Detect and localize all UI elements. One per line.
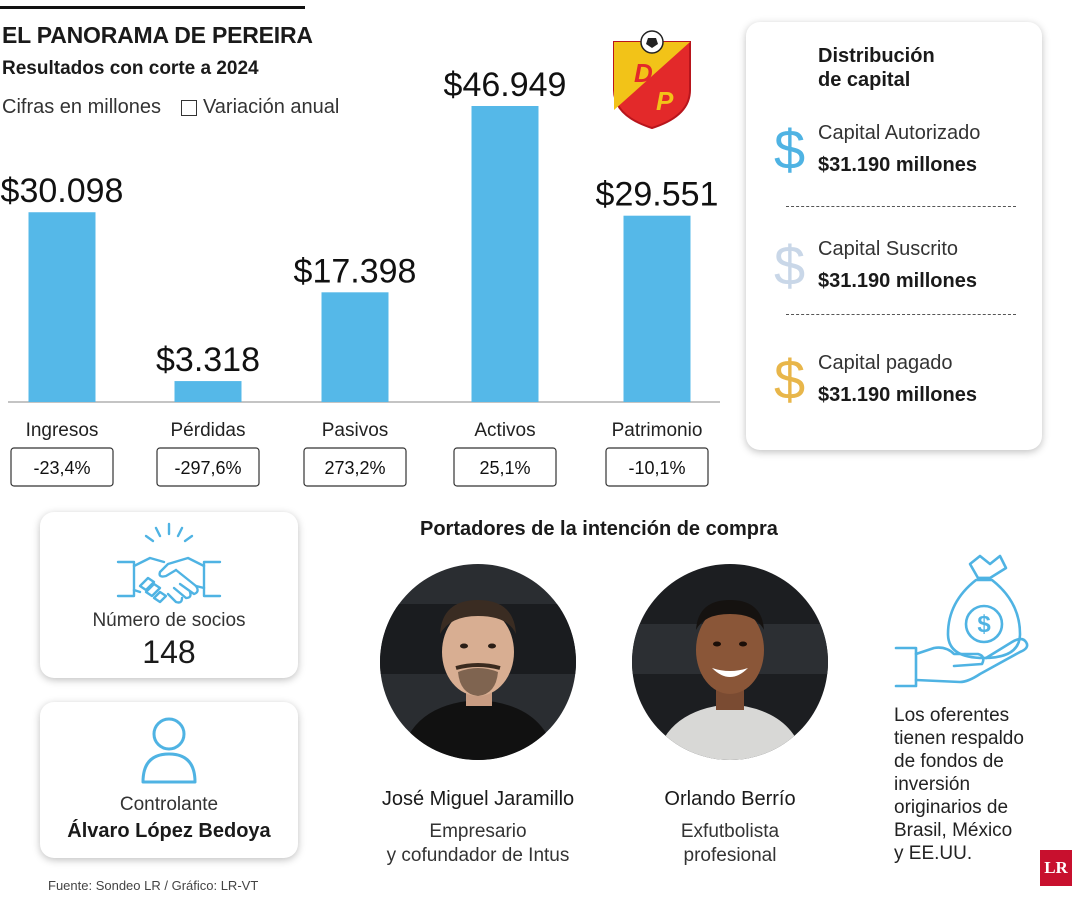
money-bag-hand-icon: $	[894, 554, 1029, 688]
dollar-glyph: $	[977, 611, 991, 638]
buyers-title: Portadores de la intención de compra	[420, 518, 778, 540]
handshake-icon	[116, 522, 222, 604]
category-label: Ingresos	[26, 420, 99, 441]
bar-value-label: $3.318	[156, 341, 260, 379]
person-name: Orlando Berrío	[664, 788, 796, 810]
controlante-label: Controlante	[119, 794, 219, 815]
bar-1	[174, 381, 242, 402]
club-logo-letter-d: D	[634, 58, 653, 88]
capital-title-line1: Distribución	[818, 45, 935, 67]
bar-3	[471, 106, 539, 402]
variation-box	[156, 447, 260, 487]
capital-item-amount: $31.190 millones	[818, 384, 977, 406]
socios-label: Número de socios	[92, 610, 246, 631]
top-rule	[0, 6, 305, 9]
person-role-line1: Empresario	[429, 821, 527, 842]
source-credit: Fuente: Sondeo LR / Gráfico: LR-VT	[48, 878, 259, 893]
variation-box	[605, 447, 709, 487]
capital-item-pagado: $ Capital pagado $31.190 millones	[770, 350, 1030, 430]
funds-line: y EE.UU.	[894, 843, 973, 864]
bar-value-label: $46.949	[444, 66, 567, 104]
funds-text: Los oferentes tienen respaldo de fondos …	[894, 704, 1054, 865]
person-role-line2: profesional	[683, 845, 777, 866]
club-logo: D P	[613, 30, 691, 130]
capital-title: Distribución de capital	[818, 44, 1018, 92]
funds-line: inversión	[894, 774, 971, 795]
capital-item-name: Capital Suscrito	[818, 238, 959, 260]
capital-item-suscrito: $ Capital Suscrito $31.190 millones	[770, 236, 1030, 316]
bar-0	[28, 212, 96, 402]
bar-value-label: $17.398	[294, 252, 417, 290]
page-subtitle: Resultados con corte a 2024	[2, 58, 259, 79]
variation-label: -10,1%	[628, 458, 685, 478]
variation-box	[453, 447, 557, 487]
capital-card: Distribución de capital $ Capital Autori…	[746, 22, 1042, 450]
person-icon	[141, 717, 197, 784]
divider	[786, 206, 1016, 207]
page-title: EL PANORAMA DE PEREIRA	[2, 22, 313, 48]
funds-line: Brasil, México	[894, 820, 1013, 841]
capital-item-name: Capital Autorizado	[818, 122, 981, 144]
variation-label: -23,4%	[33, 458, 90, 478]
capital-item-amount: $31.190 millones	[818, 154, 977, 176]
capital-item-amount: $31.190 millones	[818, 270, 977, 292]
funds-line: tienen respaldo	[894, 728, 1024, 749]
category-label: Activos	[474, 420, 535, 441]
variation-label: -297,6%	[174, 458, 241, 478]
socios-value: 148	[142, 634, 196, 670]
controlante-name: Álvaro López Bedoya	[67, 820, 271, 842]
person-role-line1: Exfutbolista	[680, 821, 780, 842]
legend-swatch	[180, 99, 197, 116]
variation-box	[10, 447, 114, 487]
category-label: Patrimonio	[612, 420, 703, 441]
dollar-icon: $	[774, 234, 806, 297]
variation-label: 25,1%	[479, 458, 530, 478]
bar-value-label: $29.551	[596, 176, 719, 214]
divider	[786, 314, 1016, 315]
capital-item-autorizado: $ Capital Autorizado $31.190 millones	[770, 120, 1030, 200]
units-legend: Cifras en millones Variación anual	[2, 96, 339, 119]
bar-value-label: $30.098	[1, 172, 124, 210]
person-role: Exfutbolista profesional	[630, 820, 830, 868]
lr-logo: LR	[1040, 850, 1072, 886]
socios-card: Número de socios 148	[40, 512, 298, 678]
units-label: Cifras en millones	[2, 96, 161, 118]
category-label: Pérdidas	[171, 420, 246, 441]
portrait-jose-miguel-jaramillo	[380, 564, 576, 760]
variation-label: 273,2%	[324, 458, 385, 478]
bar-chart: $30.098 Ingresos -23,4% $3.318 Pérdidas -297,…	[1, 66, 720, 487]
person-role-line2: y cofundador de Intus	[386, 845, 570, 866]
legend-label: Variación anual	[202, 96, 340, 118]
portrait-orlando-berrio	[632, 564, 828, 760]
capital-title-line2: de capital	[818, 69, 911, 91]
dollar-icon: $	[774, 348, 806, 411]
club-logo-letter-p: P	[656, 86, 674, 116]
dollar-icon: $	[774, 118, 806, 181]
funds-line: originarios de	[894, 797, 1009, 818]
funds-line: Los oferentes	[894, 705, 1010, 726]
controlante-card: Controlante Álvaro López Bedoya	[40, 702, 298, 858]
category-label: Pasivos	[322, 420, 389, 441]
bar-2	[321, 292, 389, 402]
person-name: José Miguel Jaramillo	[381, 788, 575, 810]
capital-item-name: Capital pagado	[818, 352, 953, 374]
funds-line: de fondos de	[894, 751, 1004, 772]
bar-4	[623, 215, 691, 402]
variation-box	[303, 447, 407, 487]
person-role: Empresario y cofundador de Intus	[366, 820, 590, 868]
